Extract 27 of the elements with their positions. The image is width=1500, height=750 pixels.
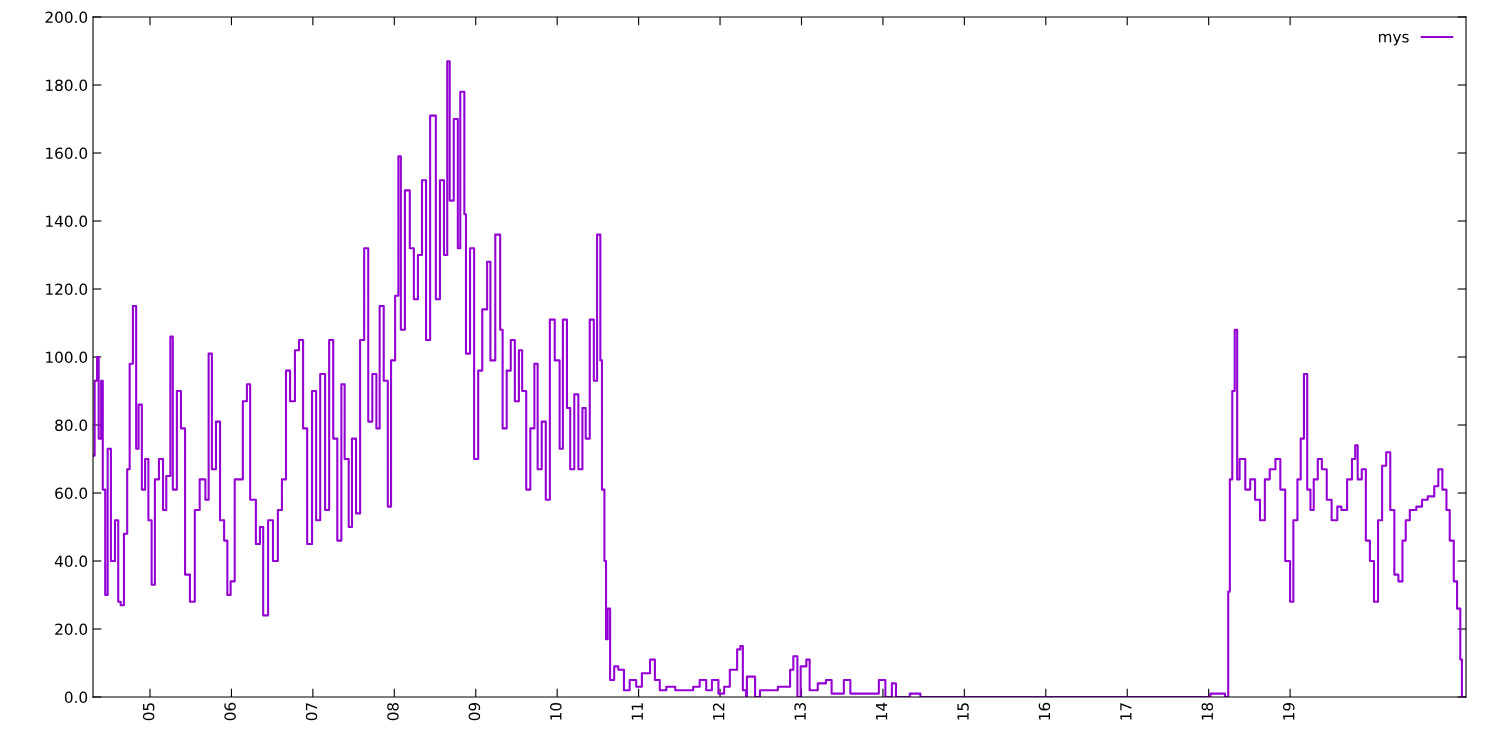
x-tick-label: 17 xyxy=(1120,703,1132,720)
y-tick-label: 180.0 xyxy=(46,79,88,92)
x-tick-label: 10 xyxy=(550,702,562,720)
x-tick-label: 13 xyxy=(794,703,806,720)
y-tick-label: 0.0 xyxy=(64,691,88,704)
x-tick-label: 15 xyxy=(957,703,969,720)
y-tick-label: 60.0 xyxy=(55,487,88,500)
x-tick-label: 18 xyxy=(1201,702,1214,720)
x-tick-label: 16 xyxy=(1038,702,1051,720)
x-tick-label: 08 xyxy=(387,702,399,721)
x-tick-label: 12 xyxy=(712,703,725,720)
y-tick-label: 100.0 xyxy=(46,351,88,364)
y-tick-label: 140.0 xyxy=(46,215,88,228)
x-tick-label: 09 xyxy=(468,702,481,721)
y-tick-label: 120.0 xyxy=(46,283,88,296)
x-tick-label: 11 xyxy=(631,703,643,720)
x-tick-label: 05 xyxy=(142,703,155,721)
y-tick-label: 40.0 xyxy=(54,555,88,568)
x-tick-label: 06 xyxy=(224,702,236,721)
y-tick-label: 20.0 xyxy=(55,623,88,636)
x-tick-label: 19 xyxy=(1282,702,1295,720)
y-tick-label: 200.0 xyxy=(45,11,88,24)
legend-label: mys xyxy=(1378,33,1409,46)
y-tick-label: 160.0 xyxy=(46,147,88,160)
x-tick-label: 07 xyxy=(305,703,318,721)
x-tick-label: 14 xyxy=(876,702,888,720)
y-tick-label: 80.0 xyxy=(55,419,88,432)
